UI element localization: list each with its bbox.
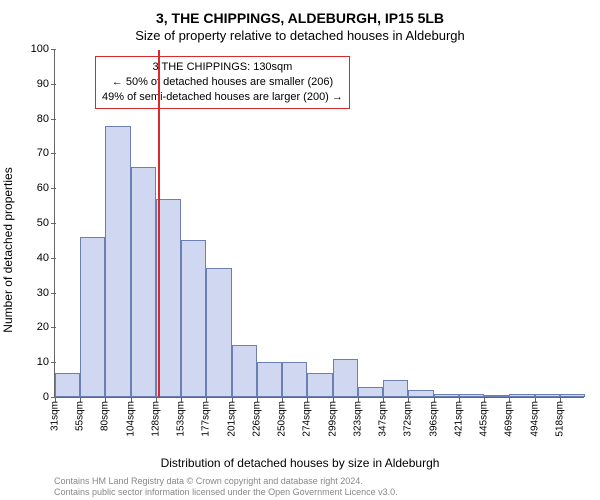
x-tick-label: 250sqm <box>277 397 288 437</box>
x-tick-label: 347sqm <box>378 397 389 437</box>
y-tick-label: 60 <box>25 182 55 194</box>
histogram-bar <box>383 380 408 397</box>
x-tick-label: 323sqm <box>352 397 363 437</box>
annotation-line2: ← 50% of detached houses are smaller (20… <box>102 75 343 90</box>
annotation-line3: 49% of semi-detached houses are larger (… <box>102 90 343 105</box>
y-tick-label: 40 <box>25 252 55 264</box>
histogram-bar <box>131 167 156 397</box>
annotation-box: 3 THE CHIPPINGS: 130sqm ← 50% of detache… <box>95 56 350 109</box>
histogram-bar <box>307 373 332 397</box>
x-tick-label: 55sqm <box>75 397 86 431</box>
x-tick-label: 177sqm <box>201 397 212 437</box>
x-tick-label: 469sqm <box>504 397 515 437</box>
x-tick-label: 396sqm <box>428 397 439 437</box>
x-tick-label: 80sqm <box>100 397 111 431</box>
x-tick-label: 299sqm <box>327 397 338 437</box>
y-tick-label: 50 <box>25 217 55 229</box>
histogram-bar <box>232 345 257 397</box>
x-tick-label: 372sqm <box>403 397 414 437</box>
histogram-bar <box>55 373 80 397</box>
x-tick-label: 445sqm <box>479 397 490 437</box>
footer-attribution: Contains HM Land Registry data © Crown c… <box>54 476 592 499</box>
y-tick-label: 10 <box>25 356 55 368</box>
marker-line <box>158 50 160 397</box>
x-tick-label: 274sqm <box>302 397 313 437</box>
annotation-line1: 3 THE CHIPPINGS: 130sqm <box>102 60 343 75</box>
y-tick-label: 90 <box>25 78 55 90</box>
footer-line1: Contains HM Land Registry data © Crown c… <box>54 476 592 487</box>
y-tick-label: 100 <box>25 43 55 55</box>
x-tick-label: 518sqm <box>554 397 565 437</box>
footer-line2: Contains public sector information licen… <box>54 487 592 498</box>
histogram-bar <box>105 126 130 397</box>
histogram-bar <box>282 362 307 397</box>
histogram-bar <box>358 387 383 397</box>
x-tick-label: 421sqm <box>453 397 464 437</box>
y-tick-label: 70 <box>25 147 55 159</box>
x-tick-label: 31sqm <box>50 397 61 431</box>
histogram-bar <box>80 237 105 397</box>
chart-plot-area: 3 THE CHIPPINGS: 130sqm ← 50% of detache… <box>54 50 584 398</box>
title-line2: Size of property relative to detached ho… <box>0 28 600 43</box>
x-tick-label: 128sqm <box>150 397 161 437</box>
x-tick-label: 494sqm <box>529 397 540 437</box>
x-axis-label: Distribution of detached houses by size … <box>0 456 600 470</box>
y-tick-label: 20 <box>25 321 55 333</box>
histogram-bar <box>408 390 433 397</box>
title-line1: 3, THE CHIPPINGS, ALDEBURGH, IP15 5LB <box>0 10 600 26</box>
x-tick-label: 104sqm <box>125 397 136 437</box>
histogram-bar <box>181 240 206 397</box>
histogram-bar <box>257 362 282 397</box>
y-axis-label: Number of detached properties <box>1 167 15 332</box>
x-tick-label: 201sqm <box>226 397 237 437</box>
x-tick-label: 226sqm <box>251 397 262 437</box>
x-tick-label: 153sqm <box>176 397 187 437</box>
y-tick-label: 30 <box>25 287 55 299</box>
y-tick-label: 80 <box>25 113 55 125</box>
histogram-bar <box>333 359 358 397</box>
histogram-bar <box>206 268 231 397</box>
